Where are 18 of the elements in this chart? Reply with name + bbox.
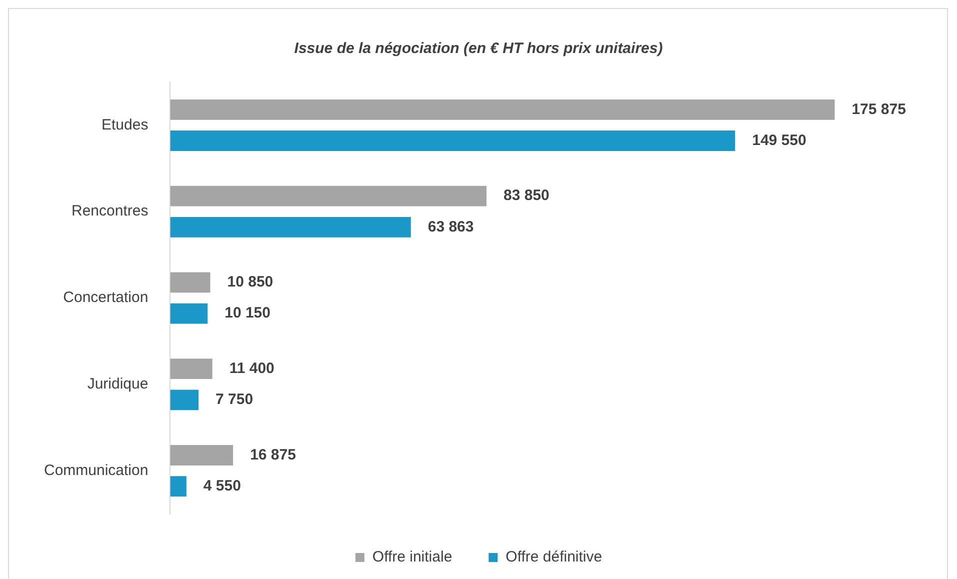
data-label: 63 863 bbox=[428, 218, 474, 236]
data-label: 175 875 bbox=[852, 100, 906, 118]
data-label: 10 150 bbox=[224, 304, 271, 322]
y-tick-label: Communication bbox=[44, 462, 148, 479]
y-tick-label: Etudes bbox=[102, 116, 148, 134]
legend-label: Offre initiale bbox=[372, 548, 452, 566]
data-label: 4 550 bbox=[203, 477, 241, 494]
y-tick-label: Rencontres bbox=[71, 202, 148, 220]
data-label: 16 875 bbox=[250, 446, 296, 464]
y-tick-label: Juridique bbox=[87, 376, 148, 393]
legend-label: Offre définitive bbox=[506, 548, 602, 566]
data-label: 10 850 bbox=[227, 274, 274, 291]
data-label: 83 850 bbox=[503, 187, 550, 204]
data-label: 7 750 bbox=[216, 391, 254, 408]
data-label: 149 550 bbox=[752, 132, 806, 149]
data-label: 11 400 bbox=[229, 360, 274, 377]
chart-title: Issue de la négociation (en € HT hors prix unitaires) bbox=[294, 40, 663, 58]
y-tick-label: Concertation bbox=[63, 289, 148, 306]
